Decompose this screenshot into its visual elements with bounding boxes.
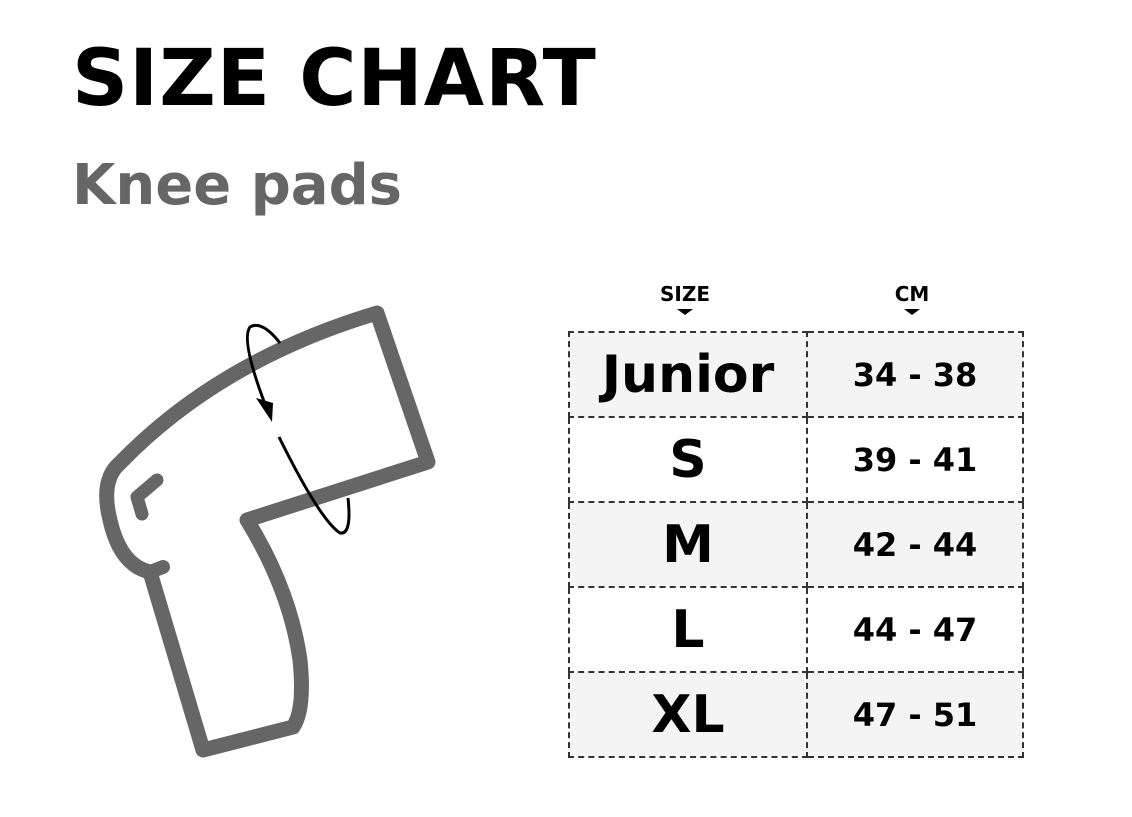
- table-row: M 42 - 44: [568, 501, 1024, 588]
- size-cell: M: [568, 501, 808, 588]
- chart-title: SIZE CHART: [72, 34, 597, 124]
- size-cell: L: [568, 586, 808, 673]
- measure-circle-icon: [277, 436, 351, 535]
- cm-cell: 47 - 51: [806, 671, 1024, 758]
- kneecap-mark-icon: [130, 473, 164, 521]
- down-triangle-icon: [904, 309, 920, 315]
- table-row: Junior 34 - 38: [568, 331, 1024, 418]
- measure-arrow-icon: [245, 323, 282, 413]
- table-row: L 44 - 47: [568, 586, 1024, 673]
- cm-cell: 34 - 38: [806, 331, 1024, 418]
- knee-bump-icon: [143, 560, 170, 579]
- cm-cell: 42 - 44: [806, 501, 1024, 588]
- chart-subtitle: Knee pads: [72, 153, 403, 218]
- size-header-label: SIZE: [659, 282, 710, 306]
- column-header-cm: CM: [852, 284, 972, 315]
- table-row: S 39 - 41: [568, 416, 1024, 503]
- size-cell: S: [568, 416, 808, 503]
- size-cell: Junior: [568, 331, 808, 418]
- cm-cell: 44 - 47: [806, 586, 1024, 673]
- size-table: Junior 34 - 38 S 39 - 41 M 42 - 44 L 44 - 47…: [568, 331, 1024, 758]
- cm-cell: 39 - 41: [806, 416, 1024, 503]
- arrowhead-icon: [256, 398, 273, 422]
- down-triangle-icon: [677, 309, 693, 315]
- size-cell: XL: [568, 671, 808, 758]
- table-row: XL 47 - 51: [568, 671, 1024, 758]
- leg-outline-icon: [99, 305, 436, 758]
- column-header-size: SIZE: [625, 284, 745, 315]
- cm-header-label: CM: [894, 282, 930, 306]
